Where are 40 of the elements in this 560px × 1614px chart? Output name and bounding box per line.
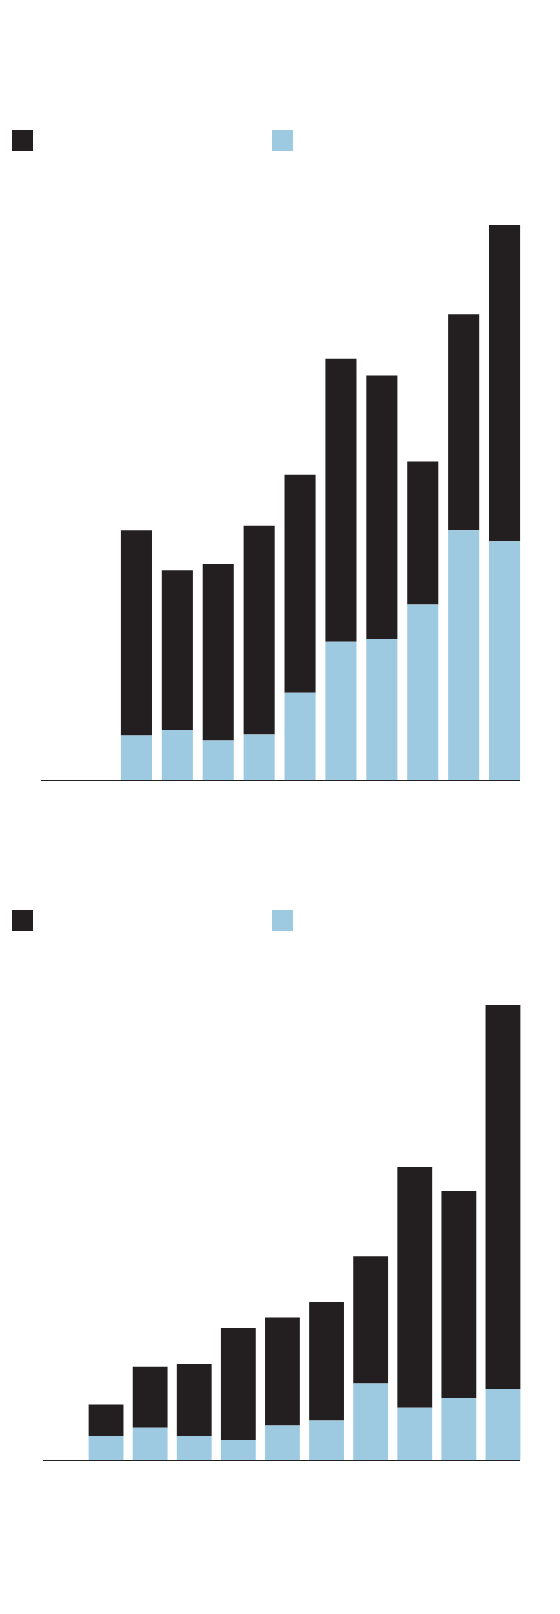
- bar: [132, 1366, 168, 1428]
- bar: [202, 740, 234, 780]
- bar: [485, 1005, 521, 1390]
- bar: [284, 474, 316, 693]
- bar: [485, 1389, 521, 1460]
- bar: [220, 1328, 256, 1440]
- bar: [284, 692, 316, 780]
- bar: [176, 1435, 212, 1460]
- bar: [397, 1407, 433, 1460]
- bar: [309, 1302, 344, 1421]
- bar: [441, 1191, 477, 1399]
- bar: [353, 1256, 389, 1384]
- bar: [397, 1166, 433, 1408]
- bar: [88, 1435, 124, 1460]
- bar: [407, 604, 439, 780]
- bar: [88, 1404, 124, 1436]
- bar: [161, 570, 193, 731]
- bar: [407, 461, 439, 605]
- bar: [353, 1383, 389, 1460]
- bar: [325, 641, 357, 780]
- bar: [448, 314, 480, 531]
- bar: [325, 358, 357, 642]
- bar: [309, 1420, 344, 1460]
- bar: [120, 530, 152, 736]
- bar: [202, 564, 234, 741]
- bar: [243, 525, 275, 735]
- bar: [176, 1364, 212, 1436]
- bar: [120, 735, 152, 780]
- bar: [265, 1425, 300, 1460]
- bar: [161, 730, 193, 780]
- bar: [366, 639, 398, 780]
- bar: [489, 541, 521, 780]
- bar: [366, 375, 398, 640]
- bar: [448, 530, 480, 780]
- bar: [243, 734, 275, 780]
- bar: [489, 225, 521, 542]
- bar: [132, 1427, 168, 1460]
- bar: [441, 1398, 477, 1460]
- bar: [220, 1439, 256, 1460]
- bar: [265, 1317, 300, 1426]
